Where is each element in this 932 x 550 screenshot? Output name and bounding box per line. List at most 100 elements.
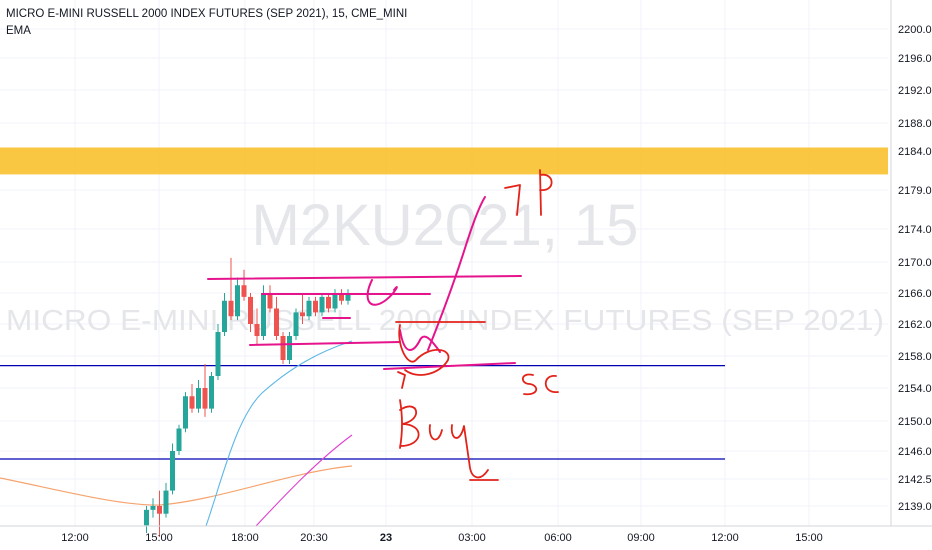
candle-body — [339, 293, 344, 301]
candle-body — [306, 300, 312, 317]
x-tick-label: 12:00 — [711, 532, 739, 544]
candle-body — [163, 490, 169, 514]
candle-body — [215, 332, 221, 376]
grid-lines — [0, 0, 888, 526]
candle — [150, 498, 156, 518]
candle — [339, 289, 344, 305]
supply-zone — [0, 147, 888, 175]
candle — [345, 289, 351, 305]
candle — [209, 372, 214, 413]
ema-line-magenta — [255, 434, 353, 527]
candle-body — [313, 300, 318, 313]
candle-body — [345, 293, 351, 301]
y-tick-label: 2139.0 — [898, 501, 932, 513]
candle — [215, 324, 221, 380]
candle-body — [176, 428, 182, 451]
candle — [189, 384, 195, 413]
drawn-line-resistance — [207, 275, 522, 280]
magenta-drawings — [207, 196, 522, 370]
watermark-name: MICRO E-MINI RUSSELL 2000 INDEX FUTURES … — [6, 305, 884, 337]
y-tick-label: 2154.0 — [898, 383, 932, 395]
y-tick-label: 2158.0 — [898, 351, 932, 363]
candle-body — [332, 293, 338, 309]
candle-body — [280, 336, 286, 360]
candle — [280, 332, 286, 364]
drawn-buy-y — [450, 424, 489, 479]
candle — [326, 293, 331, 313]
candle-body — [293, 312, 299, 336]
drawn-buy-u — [428, 424, 443, 441]
candle-body — [202, 388, 208, 409]
candle-body — [150, 506, 156, 510]
y-tick-label: 2200.0 — [898, 24, 932, 36]
ema-line-orange — [0, 465, 353, 506]
y-tick-label: 2184.0 — [898, 146, 932, 158]
drawn-tick — [397, 371, 406, 389]
candle-body — [248, 296, 253, 324]
y-tick-label: 2188.0 — [898, 118, 932, 130]
y-tick-label: 2170.0 — [898, 257, 932, 269]
y-tick-label: 2162.0 — [898, 319, 932, 331]
y-tick-label: 2192.0 — [898, 85, 932, 97]
x-tick-label: 15:00 — [145, 532, 173, 544]
candle — [222, 293, 227, 336]
candle — [176, 424, 182, 455]
candle-body — [319, 296, 325, 313]
candle-body — [267, 293, 273, 309]
candle-body — [170, 451, 175, 491]
drawn-line-sl — [383, 362, 516, 370]
candle — [241, 269, 247, 301]
candle-body — [261, 293, 266, 336]
candle — [274, 296, 279, 340]
candle — [287, 332, 292, 364]
y-tick-label: 2179.0 — [898, 185, 932, 197]
ema-line-blue — [205, 340, 353, 527]
x-tick-label: 18:00 — [231, 532, 259, 544]
candle — [293, 308, 299, 340]
candle-body — [209, 376, 214, 409]
drawn-buy-b — [399, 399, 420, 449]
candle — [202, 364, 208, 417]
y-axis: 2139.0 2142.5 2146.0 2150.0 2154.0 2158.0 2162… — [898, 24, 932, 513]
candles — [144, 257, 351, 537]
candle — [163, 482, 169, 518]
candle — [144, 506, 149, 533]
y-tick-label: 2196.0 — [898, 53, 932, 65]
candle-body — [157, 506, 162, 514]
candle — [248, 293, 253, 332]
candle — [183, 392, 188, 433]
candle — [319, 293, 325, 317]
candle — [235, 277, 240, 321]
x-tick-label: 12:00 — [61, 532, 89, 544]
candle-body — [189, 396, 195, 409]
y-tick-label: 2150.0 — [898, 416, 932, 428]
candle — [196, 380, 201, 413]
candle — [267, 285, 273, 313]
candle-body — [228, 300, 234, 317]
candle-body — [300, 312, 305, 317]
candle-body — [274, 308, 279, 336]
candle-body — [287, 336, 292, 360]
drawn-line-range-bottom — [249, 341, 401, 346]
candle — [306, 296, 312, 321]
candle-body — [254, 324, 260, 336]
indicator-label: EMA — [6, 25, 31, 37]
candle — [170, 443, 175, 495]
drawn-scribble-2 — [399, 329, 441, 353]
candle — [254, 308, 260, 344]
y-tick-label: 2174.0 — [898, 224, 932, 236]
x-tick-label: 03:00 — [458, 532, 486, 544]
candle-body — [196, 388, 201, 409]
candle — [300, 293, 305, 324]
red-drawings — [395, 169, 559, 481]
watermark-symbol: M2KU2021, 15 — [252, 193, 639, 258]
candle-body — [183, 396, 188, 429]
y-tick-label: 2166.0 — [898, 288, 932, 300]
drawn-scribble-1 — [366, 279, 398, 306]
y-tick-label: 2142.5 — [898, 474, 932, 486]
candle — [157, 490, 162, 537]
candle — [313, 296, 318, 317]
x-axis: 12:00 15:00 18:00 20:30 23 03:00 06:00 09:00 12:… — [61, 532, 823, 544]
